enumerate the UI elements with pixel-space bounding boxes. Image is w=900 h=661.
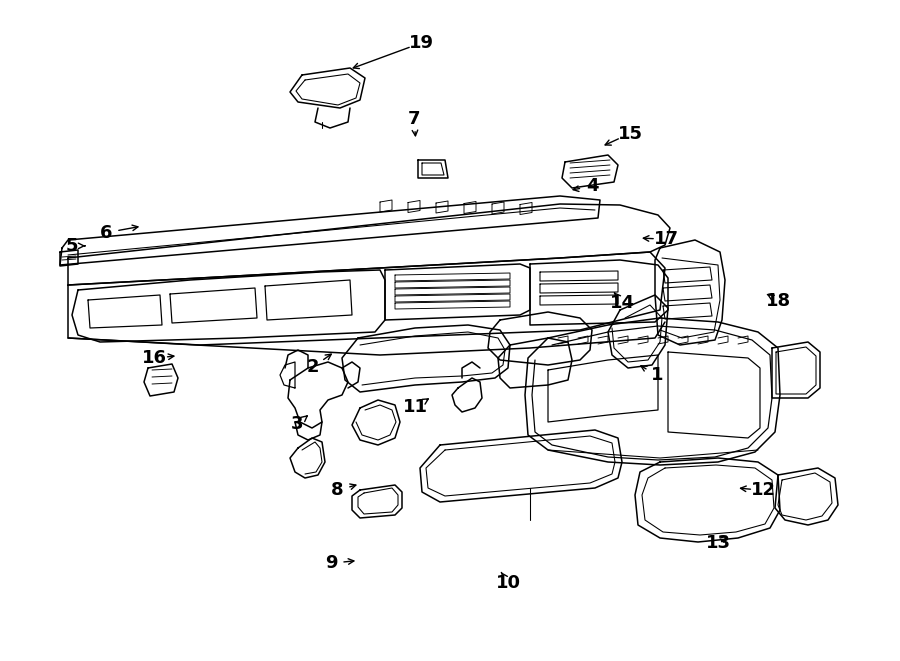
Text: 15: 15 bbox=[617, 124, 643, 143]
Text: 16: 16 bbox=[142, 349, 167, 368]
Text: 7: 7 bbox=[408, 110, 420, 128]
Text: 6: 6 bbox=[100, 223, 112, 242]
Text: 12: 12 bbox=[751, 481, 776, 500]
Text: 17: 17 bbox=[653, 230, 679, 249]
Text: 1: 1 bbox=[651, 366, 663, 385]
Text: 19: 19 bbox=[409, 34, 434, 52]
Text: 3: 3 bbox=[291, 415, 303, 434]
Text: 14: 14 bbox=[610, 293, 635, 312]
Text: 5: 5 bbox=[66, 237, 78, 255]
Text: 2: 2 bbox=[307, 358, 320, 376]
Text: 18: 18 bbox=[766, 292, 791, 310]
Text: 11: 11 bbox=[403, 397, 428, 416]
Text: 9: 9 bbox=[325, 554, 338, 572]
Text: 10: 10 bbox=[496, 574, 521, 592]
Text: 4: 4 bbox=[586, 177, 598, 196]
Text: 8: 8 bbox=[331, 481, 344, 500]
Text: 13: 13 bbox=[706, 534, 731, 553]
